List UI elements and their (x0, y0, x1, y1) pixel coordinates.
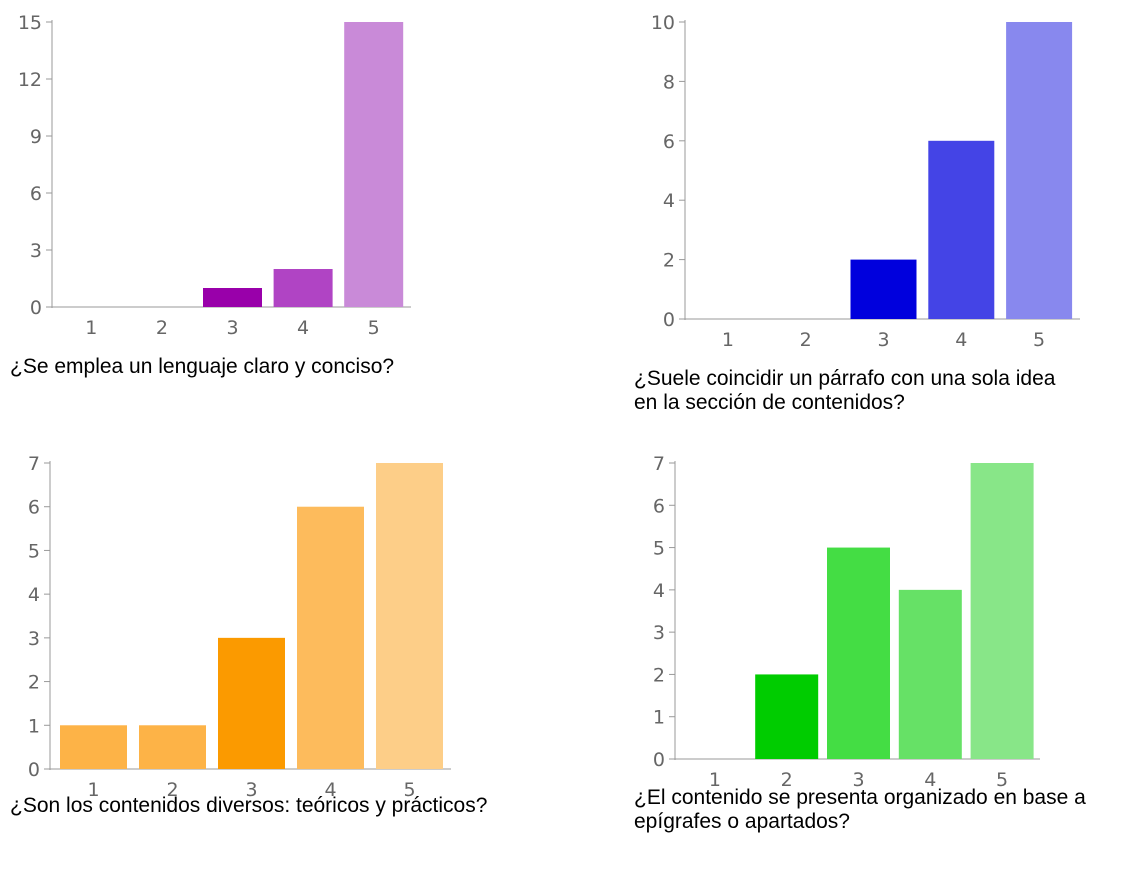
x-tick-label: 2 (781, 769, 793, 791)
bar-3 (218, 637, 285, 769)
bar-4 (898, 589, 962, 759)
x-tick-label: 3 (245, 779, 257, 801)
x-tick-label: 5 (368, 317, 380, 339)
y-tick-label: 3 (30, 240, 42, 262)
y-tick-label: 4 (653, 580, 665, 602)
bar-5 (1006, 22, 1073, 319)
y-tick-label: 5 (653, 538, 665, 560)
bar-4 (297, 506, 364, 769)
y-tick-label: 6 (653, 495, 665, 517)
y-tick-label: 2 (28, 672, 40, 694)
bar-5 (344, 22, 404, 307)
chart-panel-contenidos-diversos: 0 1 2 3 4 5 6 7 1 2 3 4 5 ¿Son los contenidos divers… (0, 440, 560, 870)
bar-chart: 0 1 2 3 4 5 6 7 1 2 3 4 5 (28, 453, 451, 801)
y-tick-label: 15 (18, 12, 42, 34)
y-tick-label: 1 (653, 707, 665, 729)
x-tick-label: 5 (403, 779, 415, 801)
y-tick-label: 6 (663, 131, 675, 153)
x-tick-label: 2 (156, 317, 168, 339)
y-tick-label: 0 (30, 297, 42, 319)
bar-5 (970, 463, 1034, 759)
y-tick-label: 2 (663, 250, 675, 272)
bar-2 (755, 674, 819, 759)
y-tick-label: 7 (653, 453, 665, 475)
y-tick-label: 4 (28, 584, 40, 606)
x-tick-label: 2 (800, 329, 812, 351)
bar-4 (273, 269, 333, 307)
bar-3 (850, 259, 917, 319)
y-tick-label: 12 (18, 69, 42, 91)
x-tick-label: 1 (85, 317, 97, 339)
y-tick-label: 6 (30, 183, 42, 205)
y-tick-label: 4 (663, 190, 675, 212)
y-tick-label: 9 (30, 126, 42, 148)
bar-3 (203, 288, 262, 307)
bar-4 (928, 140, 995, 319)
x-tick-label: 3 (226, 317, 238, 339)
y-tick-label: 5 (28, 540, 40, 562)
x-tick-label: 1 (722, 329, 734, 351)
x-tick-label: 5 (996, 769, 1008, 791)
chart-panel-parrafo-idea: 0 2 4 6 8 10 1 2 3 4 5 ¿Suele coincidir un párrafo… (560, 0, 1121, 420)
chart-caption: ¿El contenido se presenta organizado en … (634, 786, 1086, 833)
y-tick-label: 10 (651, 12, 675, 34)
x-tick-label: 4 (924, 769, 936, 791)
x-tick-label: 4 (955, 329, 967, 351)
chart-caption: ¿Son los contenidos diversos: teóricos y… (10, 794, 488, 817)
bar-3 (827, 547, 890, 759)
bar-1 (60, 725, 127, 769)
y-tick-label: 3 (653, 622, 665, 644)
x-tick-label: 5 (1033, 329, 1045, 351)
y-tick-label: 8 (663, 71, 675, 93)
x-tick-label: 4 (324, 779, 336, 801)
y-tick-label: 0 (663, 309, 675, 331)
y-tick-label: 2 (653, 664, 665, 686)
y-tick-label: 1 (28, 715, 40, 737)
chart-caption: ¿Se emplea un lenguaje claro y conciso? (10, 355, 395, 378)
x-tick-label: 3 (852, 769, 864, 791)
y-tick-label: 6 (28, 497, 40, 519)
x-tick-label: 1 (87, 779, 99, 801)
chart-panel-claro-conciso: 0 3 6 9 12 15 1 2 3 4 5 ¿Se emplea un lenguaje cla… (0, 0, 560, 420)
y-tick-label: 7 (28, 453, 40, 475)
x-tick-label: 4 (297, 317, 309, 339)
chart-panel-epigrafes: 0 1 2 3 4 5 6 7 1 2 3 4 5 ¿El contenido se presenta … (560, 440, 1121, 870)
bar-5 (376, 463, 443, 769)
y-tick-label: 0 (28, 759, 40, 781)
bar-chart: 0 1 2 3 4 5 6 7 1 2 3 4 5 (653, 453, 1040, 791)
x-tick-label: 3 (877, 329, 889, 351)
x-tick-label: 2 (166, 779, 178, 801)
bar-2 (139, 725, 206, 769)
x-tick-label: 1 (709, 769, 721, 791)
y-tick-label: 0 (653, 749, 665, 771)
chart-caption: ¿Suele coincidir un párrafo con una sola… (634, 367, 1056, 414)
y-tick-label: 3 (28, 628, 40, 650)
